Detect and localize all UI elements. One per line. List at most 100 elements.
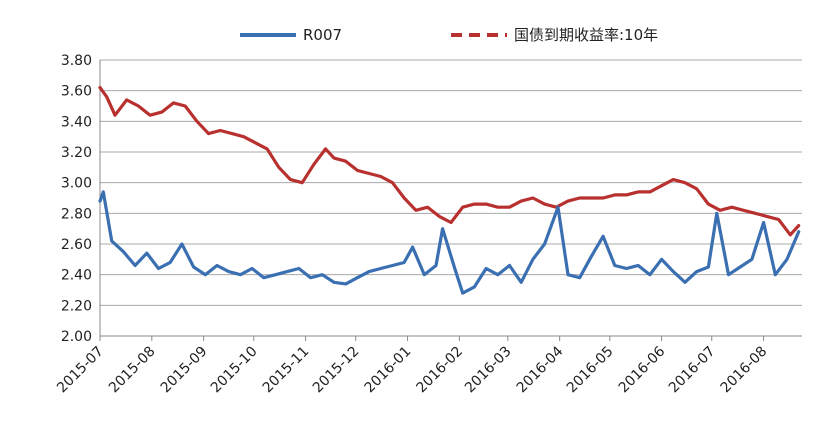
data-point-r007-50: [660, 258, 663, 261]
data-point-bond-yield-21: [332, 156, 336, 160]
data-point-bond-yield-10: [207, 132, 210, 135]
data-point-r007-30: [434, 264, 438, 267]
data-point-bond-yield-58: [765, 215, 769, 218]
data-point-r007-59: [762, 221, 765, 224]
data-point-bond-yield-15: [265, 147, 269, 151]
data-point-bond-yield-20: [324, 147, 327, 151]
data-point-bond-yield-2: [113, 114, 117, 117]
data-point-r007-40: [543, 242, 546, 246]
legend-label-bond-yield: 国债到期收益率:10年: [514, 26, 658, 44]
data-point-r007-1: [102, 190, 105, 194]
gridlines: [100, 59, 802, 337]
data-point-r007-28: [411, 245, 414, 249]
data-point-r007-21: [332, 281, 336, 284]
data-point-bond-yield-37: [520, 199, 523, 203]
legend: R007 国债到期收益率:10年: [240, 26, 658, 44]
data-point-r007-15: [262, 276, 265, 279]
data-point-bond-yield-60: [789, 233, 792, 236]
data-point-r007-39: [531, 258, 535, 261]
data-point-r007-36: [496, 273, 499, 276]
x-tick-label-8: 2016-03: [462, 344, 515, 397]
data-point-r007-10: [204, 273, 207, 276]
data-point-bond-yield-17: [289, 178, 292, 181]
data-point-r007-0: [98, 199, 102, 203]
data-point-bond-yield-35: [496, 206, 499, 209]
data-point-r007-16: [274, 273, 277, 276]
data-point-bond-yield-14: [254, 141, 257, 144]
data-point-bond-yield-49: [660, 184, 663, 187]
data-point-bond-yield-1: [105, 95, 108, 99]
data-point-r007-22: [344, 282, 347, 286]
x-tick-label-9: 2016-04: [514, 343, 567, 396]
data-point-bond-yield-6: [160, 110, 163, 114]
data-point-r007-35: [484, 267, 488, 270]
y-tick-label-2: 2.40: [61, 268, 92, 284]
y-tick-label-6: 3.20: [61, 145, 92, 161]
data-point-r007-42: [566, 273, 570, 276]
data-point-bond-yield-7: [172, 101, 175, 105]
data-point-bond-yield-8: [184, 104, 187, 108]
data-point-r007-25: [379, 267, 382, 270]
data-point-r007-8: [180, 242, 184, 246]
data-point-r007-52: [683, 281, 687, 284]
y-tick-label-5: 3.00: [61, 176, 92, 192]
data-point-bond-yield-4: [137, 104, 140, 108]
x-tick-label-5: 2015-12: [310, 344, 363, 397]
data-point-r007-55: [715, 212, 718, 215]
data-point-r007-46: [613, 264, 616, 267]
data-point-r007-43: [578, 276, 581, 279]
data-point-r007-24: [367, 270, 371, 273]
data-point-r007-27: [403, 261, 406, 264]
series-line-bond-yield: [98, 85, 801, 237]
data-point-r007-60: [774, 273, 777, 276]
data-point-r007-20: [321, 273, 324, 276]
data-point-bond-yield-59: [777, 218, 780, 221]
data-point-r007-23: [356, 276, 359, 279]
data-point-r007-33: [461, 291, 464, 295]
data-point-r007-18: [297, 267, 301, 270]
x-tick-label-0: 2015-07: [54, 344, 107, 397]
data-point-bond-yield-46: [625, 193, 628, 197]
data-point-r007-32: [453, 265, 456, 269]
data-point-bond-yield-34: [484, 202, 488, 206]
x-tick-label-6: 2016-01: [362, 344, 415, 397]
data-point-bond-yield-32: [461, 206, 464, 209]
y-tick-label-3: 2.60: [61, 237, 92, 253]
data-point-bond-yield-53: [707, 202, 710, 206]
data-point-bond-yield-0: [98, 86, 102, 89]
data-point-bond-yield-54: [718, 209, 722, 212]
data-point-r007-47: [625, 267, 628, 270]
x-tick-label-3: 2015-10: [208, 344, 261, 397]
data-point-r007-45: [601, 235, 605, 238]
data-point-r007-2: [110, 239, 113, 243]
data-point-bond-yield-57: [754, 212, 757, 215]
x-tick-label-1: 2015-08: [106, 344, 159, 397]
legend-item-r007: R007: [240, 26, 342, 44]
data-point-bond-yield-38: [531, 196, 535, 200]
data-point-r007-62: [797, 230, 800, 233]
data-point-bond-yield-33: [473, 202, 476, 206]
data-point-r007-38: [520, 281, 523, 284]
y-tick-label-1: 2.20: [61, 298, 92, 314]
data-point-r007-13: [239, 273, 242, 276]
y-tick-label-0: 2.00: [61, 329, 92, 345]
data-point-bond-yield-18: [301, 181, 304, 184]
data-point-r007-31: [441, 227, 444, 230]
data-point-bond-yield-12: [230, 132, 234, 135]
data-point-r007-51: [672, 270, 675, 273]
data-point-r007-17: [286, 270, 289, 273]
x-tick-label-10: 2016-05: [564, 344, 617, 397]
data-point-r007-54: [707, 265, 710, 269]
data-point-bond-yield-47: [637, 190, 640, 194]
data-point-bond-yield-13: [242, 135, 245, 138]
data-point-r007-19: [309, 276, 312, 279]
data-point-bond-yield-50: [672, 178, 675, 181]
data-point-r007-56: [727, 273, 730, 276]
data-point-r007-6: [157, 267, 160, 270]
data-point-r007-14: [250, 267, 254, 270]
data-point-bond-yield-27: [403, 196, 406, 200]
data-point-bond-yield-31: [449, 221, 453, 224]
data-point-r007-3: [122, 250, 125, 253]
data-point-bond-yield-29: [426, 206, 429, 209]
